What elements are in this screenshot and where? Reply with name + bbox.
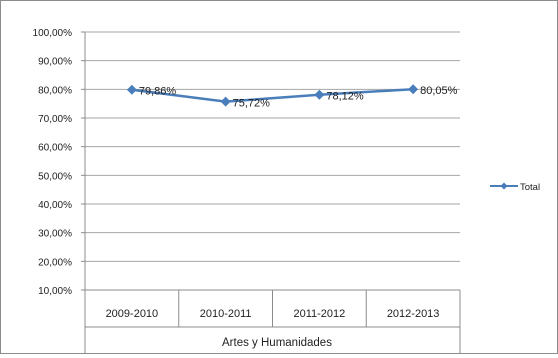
y-tick-label: 10,00% bbox=[38, 286, 72, 297]
data-point bbox=[220, 96, 231, 107]
x-tick-label: 2011-2012 bbox=[293, 308, 345, 320]
y-tick-label: 100,00% bbox=[33, 28, 73, 39]
y-tick-label: 30,00% bbox=[38, 229, 72, 240]
data-label: 78,12% bbox=[326, 91, 364, 103]
x-group-label: Artes y Humanidades bbox=[222, 337, 332, 349]
series-total: 79,86% 75,72% 78,12% 80,05% bbox=[126, 84, 458, 110]
y-axis: 10,00% 20,00% 30,00% 40,00% 50,00% 60,00% 70,0… bbox=[33, 28, 86, 353]
x-tick-label: 2009-2010 bbox=[106, 308, 159, 320]
y-tick-label: 20,00% bbox=[38, 257, 72, 268]
x-tick-label: 2012-2013 bbox=[387, 308, 440, 320]
gridlines bbox=[85, 31, 460, 262]
data-point bbox=[314, 89, 325, 100]
y-tick-label: 60,00% bbox=[38, 143, 72, 154]
x-axis: Artes y Humanidades 2009-2010 2010-2011 20… bbox=[85, 289, 461, 353]
legend-label-total: Total bbox=[520, 182, 540, 193]
data-label: 79,86% bbox=[139, 86, 177, 98]
y-tick-label: 70,00% bbox=[38, 114, 72, 125]
data-point bbox=[126, 84, 137, 95]
line-chart: 10,00% 20,00% 30,00% 40,00% 50,00% 60,00% 70,0… bbox=[33, 28, 540, 353]
data-label: 80,05% bbox=[420, 85, 458, 97]
x-tick-label: 2010-2011 bbox=[200, 308, 252, 320]
legend: Total bbox=[490, 182, 540, 193]
y-tick-label: 50,00% bbox=[38, 171, 72, 182]
y-tick-label: 80,00% bbox=[38, 85, 72, 96]
y-tick-label: 40,00% bbox=[38, 200, 72, 211]
data-point bbox=[408, 84, 419, 95]
data-label: 75,72% bbox=[233, 98, 271, 110]
series-line bbox=[131, 87, 414, 103]
legend-marker-diamond bbox=[500, 182, 508, 190]
y-tick-label: 90,00% bbox=[38, 57, 72, 68]
